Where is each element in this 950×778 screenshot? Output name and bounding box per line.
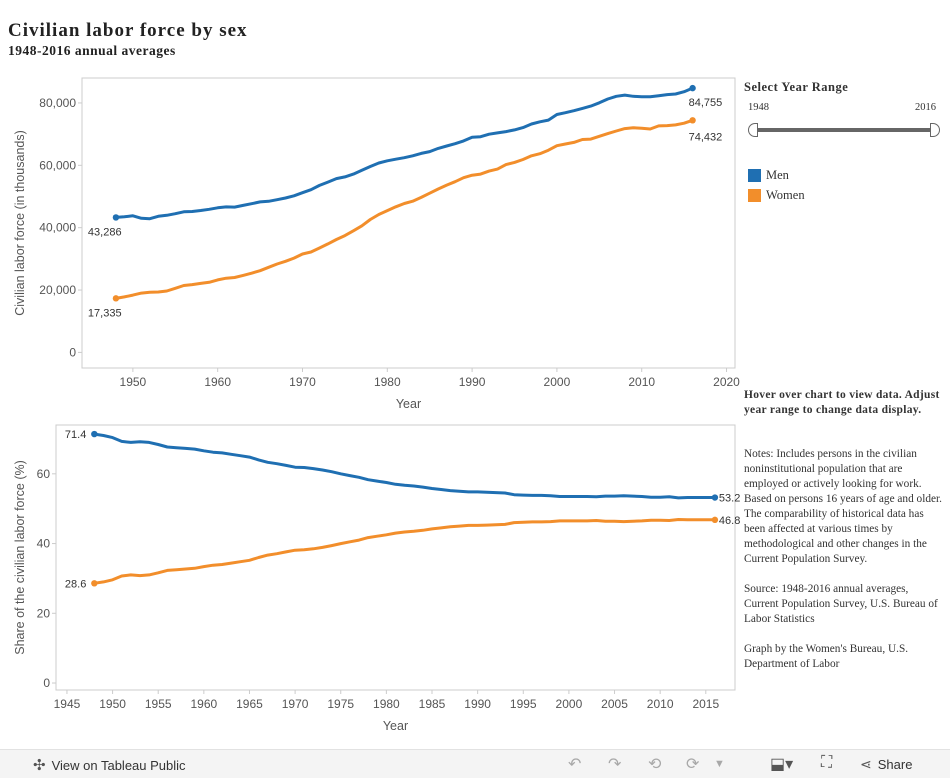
x-tick-label: 1960 bbox=[190, 697, 217, 711]
x-tick-label: 1965 bbox=[236, 697, 263, 711]
series-end-point-women[interactable] bbox=[711, 516, 719, 524]
x-tick-label: 1995 bbox=[510, 697, 537, 711]
series-end-point-men[interactable] bbox=[689, 84, 696, 92]
last-value-label-women: 74,432 bbox=[689, 131, 723, 143]
year-range-title: Select Year Range bbox=[744, 80, 849, 94]
redo-icon[interactable]: ↷ bbox=[608, 756, 622, 773]
first-value-label-men: 43,286 bbox=[88, 226, 122, 238]
year-range-max-label: 2016 bbox=[915, 102, 936, 113]
legend-item-men[interactable]: Men bbox=[748, 168, 789, 183]
year-range-start-handle[interactable] bbox=[748, 123, 758, 137]
fullscreen-icon[interactable]: ⛶ bbox=[821, 754, 833, 771]
x-axis-title: Year bbox=[383, 719, 408, 733]
series-line-men[interactable] bbox=[114, 86, 695, 221]
x-tick-label: 1960 bbox=[204, 375, 231, 389]
y-axis-title: Share of the civilian labor force (%) bbox=[13, 460, 27, 655]
x-tick-label: 2010 bbox=[628, 375, 655, 389]
legend-item-women[interactable]: Women bbox=[748, 188, 805, 203]
y-tick-label: 40 bbox=[37, 537, 51, 551]
undo-icon[interactable]: ↶ bbox=[568, 756, 582, 773]
first-value-label-women: 28.6 bbox=[65, 578, 86, 590]
x-tick-label: 2015 bbox=[692, 697, 719, 711]
series-start-point-women[interactable] bbox=[112, 295, 120, 302]
series-line-men[interactable] bbox=[92, 432, 717, 500]
x-tick-label: 1985 bbox=[419, 697, 446, 711]
series-start-point-men[interactable] bbox=[91, 430, 98, 438]
x-tick-label: 2000 bbox=[544, 375, 571, 389]
x-tick-label: 1955 bbox=[145, 697, 172, 711]
refresh-icon[interactable]: ⟳ bbox=[686, 756, 700, 773]
source-text: Source: 1948-2016 annual averages, Curre… bbox=[744, 583, 938, 625]
labor-force-chart[interactable]: 0 20,000 40,000 60,000 80,000 1950 1960 1970 198… bbox=[0, 0, 740, 420]
y-tick-label: 60 bbox=[37, 467, 51, 481]
x-tick-label: 1975 bbox=[327, 697, 354, 711]
labor-share-chart[interactable]: 0 20 40 60 1945 1950 1955 1960 1965 1970 1975 1980 1… bbox=[0, 0, 740, 745]
y-tick-label: 40,000 bbox=[39, 221, 76, 235]
series-line-women[interactable] bbox=[114, 118, 695, 300]
series-start-point-women[interactable] bbox=[91, 580, 98, 587]
y-tick-label: 20,000 bbox=[39, 283, 76, 297]
legend-label-men: Men bbox=[766, 168, 789, 182]
first-value-label-men: 71.4 bbox=[65, 429, 86, 441]
tableau-logo-icon: ✣ bbox=[33, 757, 46, 774]
x-tick-label: 1945 bbox=[54, 697, 81, 711]
legend-swatch-women bbox=[748, 189, 761, 202]
last-value-label-men: 84,755 bbox=[689, 97, 723, 109]
x-tick-label: 2020 bbox=[713, 375, 740, 389]
x-axis-title: Year bbox=[396, 397, 421, 411]
series-end-point-men[interactable] bbox=[711, 494, 719, 501]
pause-dropdown-icon[interactable]: ▼ bbox=[714, 758, 725, 770]
hover-instructions: Hover over chart to view data. Adjust ye… bbox=[744, 389, 940, 416]
download-icon[interactable]: ⬓▾ bbox=[770, 756, 794, 773]
series-end-point-women[interactable] bbox=[689, 117, 696, 124]
y-tick-label: 20 bbox=[37, 606, 51, 620]
plot-area bbox=[81, 77, 736, 369]
x-tick-label: 1980 bbox=[374, 375, 401, 389]
x-tick-label: 1990 bbox=[464, 697, 491, 711]
y-tick-label: 0 bbox=[43, 676, 50, 690]
series-start-point-men[interactable] bbox=[112, 214, 120, 221]
y-axis-title: Civilian labor force (in thousands) bbox=[13, 130, 27, 316]
year-range-end-handle[interactable] bbox=[930, 123, 940, 137]
x-tick-label: 1970 bbox=[282, 697, 309, 711]
x-tick-label: 2005 bbox=[601, 697, 628, 711]
chart-title: Civilian labor force by sex bbox=[8, 20, 248, 41]
chart-subtitle: 1948-2016 annual averages bbox=[8, 43, 176, 58]
share-label: Share bbox=[877, 757, 913, 772]
first-value-label-women: 17,335 bbox=[88, 307, 122, 319]
credit-text: Graph by the Women's Bureau, U.S. Depart… bbox=[744, 643, 909, 670]
x-tick-label: 1970 bbox=[289, 375, 316, 389]
view-on-tableau-label: View on Tableau Public bbox=[51, 757, 186, 773]
y-tick-label: 80,000 bbox=[39, 96, 76, 110]
plot-area bbox=[55, 424, 736, 691]
tableau-toolbar: ✣ View on Tableau Public ↶ ↷ ⟲ ⟳ ▼ ⬓▾ ⛶ … bbox=[0, 749, 950, 778]
x-tick-label: 1950 bbox=[99, 697, 126, 711]
year-range-min-label: 1948 bbox=[748, 102, 769, 113]
y-tick-label: 0 bbox=[69, 345, 76, 359]
revert-icon[interactable]: ⟲ bbox=[648, 756, 662, 773]
notes-text: Notes: Includes persons in the civilian … bbox=[744, 448, 942, 565]
x-tick-label: 2010 bbox=[647, 697, 674, 711]
legend-swatch-men bbox=[748, 169, 761, 182]
x-tick-label: 1950 bbox=[120, 375, 147, 389]
last-value-label-men: 53.2 bbox=[719, 493, 740, 505]
share-button[interactable]: ⋖ Share bbox=[860, 756, 912, 773]
share-icon: ⋖ bbox=[860, 756, 872, 772]
y-tick-label: 60,000 bbox=[39, 158, 76, 172]
year-range-slider[interactable] bbox=[752, 128, 936, 132]
last-value-label-women: 46.8 bbox=[719, 515, 740, 527]
x-tick-label: 1980 bbox=[373, 697, 400, 711]
series-line-women[interactable] bbox=[92, 518, 717, 585]
view-on-tableau-link[interactable]: ✣ View on Tableau Public bbox=[33, 756, 186, 774]
x-tick-label: 1990 bbox=[459, 375, 486, 389]
legend-label-women: Women bbox=[766, 188, 805, 202]
x-tick-label: 2000 bbox=[556, 697, 583, 711]
